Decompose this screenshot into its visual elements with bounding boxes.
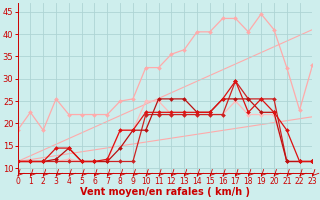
X-axis label: Vent moyen/en rafales ( km/h ): Vent moyen/en rafales ( km/h ) [80, 187, 250, 197]
